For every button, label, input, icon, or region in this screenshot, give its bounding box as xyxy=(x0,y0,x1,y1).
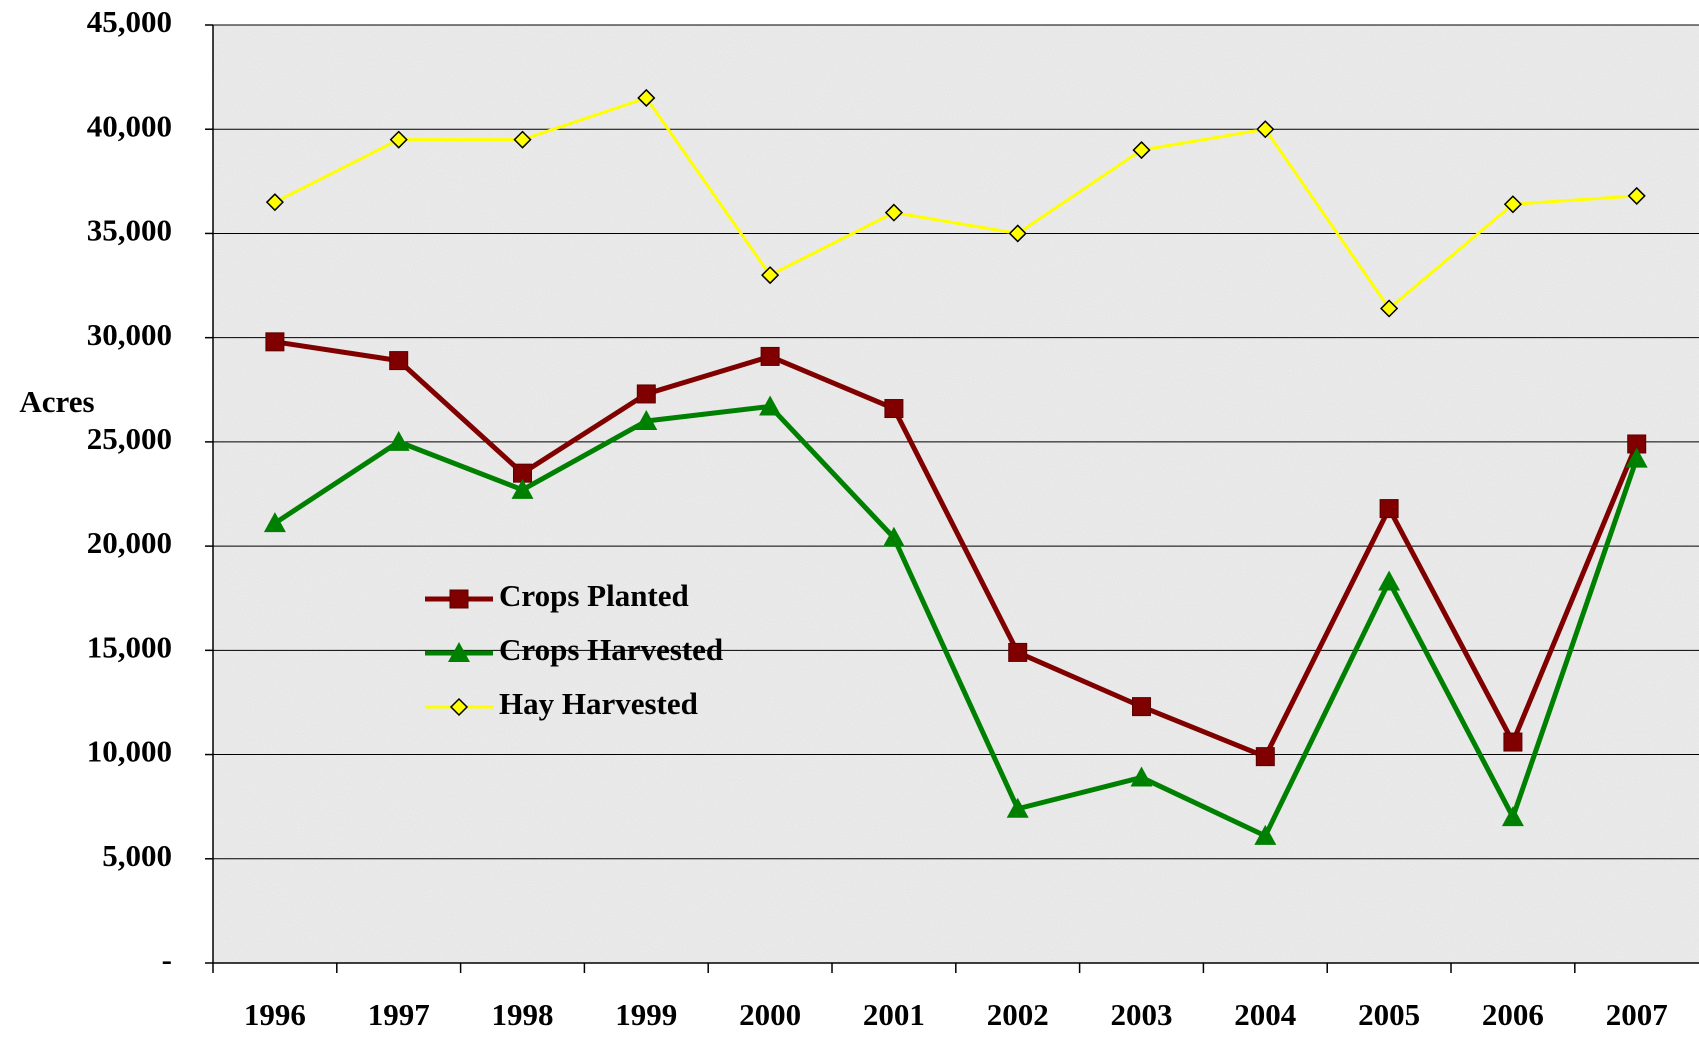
square-marker xyxy=(449,589,469,609)
x-tick-label: 2006 xyxy=(1482,997,1544,1032)
triangle-marker xyxy=(759,395,782,416)
diamond-marker xyxy=(1380,299,1399,318)
square-marker xyxy=(760,346,780,366)
square-marker xyxy=(636,384,656,404)
triangle-marker xyxy=(1501,806,1524,827)
diamond-marker xyxy=(884,203,903,222)
triangle-marker xyxy=(511,478,534,499)
square-marker xyxy=(1255,747,1275,767)
square-marker xyxy=(884,399,904,419)
x-tick-label: 1999 xyxy=(615,997,677,1032)
diamond-marker xyxy=(761,266,780,285)
series-line xyxy=(273,403,1640,839)
triangle-marker xyxy=(1254,824,1277,845)
y-tick-label: - xyxy=(162,942,172,977)
y-tick-label: 40,000 xyxy=(87,108,172,143)
x-tick-label: 1996 xyxy=(244,997,306,1032)
y-tick-label: 25,000 xyxy=(87,421,172,456)
y-tick-label: 35,000 xyxy=(87,213,172,248)
x-tick-label: 2002 xyxy=(987,997,1049,1032)
y-tick-label: 45,000 xyxy=(87,4,172,39)
triangle-marker xyxy=(1625,447,1648,468)
y-tick-label: 30,000 xyxy=(87,317,172,352)
diamond-marker xyxy=(1132,141,1151,160)
square-marker xyxy=(1503,732,1523,752)
series-line xyxy=(274,96,1637,310)
square-marker xyxy=(265,332,285,352)
legend-label: Crops Harvested xyxy=(499,632,723,667)
diamond-marker xyxy=(389,130,408,149)
diamond-marker xyxy=(265,193,284,212)
diamond-marker xyxy=(1256,120,1275,139)
x-tick-label: 1997 xyxy=(368,997,430,1032)
triangle-marker xyxy=(387,430,410,451)
triangle-marker xyxy=(882,526,905,547)
legend-label: Hay Harvested xyxy=(499,686,698,721)
triangle-marker xyxy=(448,642,470,662)
y-tick-label: 5,000 xyxy=(102,838,172,873)
x-tick-label: 2001 xyxy=(863,997,925,1032)
plot-texture xyxy=(213,25,1699,963)
square-marker xyxy=(1132,697,1152,717)
series-line xyxy=(274,339,1640,760)
diamond-marker xyxy=(1503,195,1522,214)
x-tick-label: 2007 xyxy=(1606,997,1668,1032)
y-tick-label: 20,000 xyxy=(87,525,172,560)
x-tick-label: 2000 xyxy=(739,997,801,1032)
diamond-marker xyxy=(513,130,532,149)
square-marker xyxy=(1008,642,1028,662)
x-tick-label: 2003 xyxy=(1111,997,1173,1032)
x-tick-label: 2004 xyxy=(1234,997,1296,1032)
square-marker xyxy=(1379,499,1399,519)
diamond-marker xyxy=(637,88,656,108)
y-axis-label: Acres xyxy=(19,384,94,419)
triangle-marker xyxy=(1130,766,1153,787)
y-tick-label: 15,000 xyxy=(87,629,172,664)
y-tick-label: 10,000 xyxy=(87,734,172,769)
legend-label: Crops Planted xyxy=(499,578,689,613)
diamond-marker xyxy=(1627,186,1646,205)
triangle-marker xyxy=(263,512,286,533)
triangle-marker xyxy=(1378,570,1401,591)
square-marker xyxy=(389,351,409,371)
triangle-marker xyxy=(635,410,658,431)
x-tick-label: 1998 xyxy=(492,997,554,1032)
triangle-marker xyxy=(1006,797,1029,818)
diamond-marker xyxy=(1008,224,1027,243)
x-tick-label: 2005 xyxy=(1358,997,1420,1032)
diamond-marker xyxy=(449,697,469,717)
